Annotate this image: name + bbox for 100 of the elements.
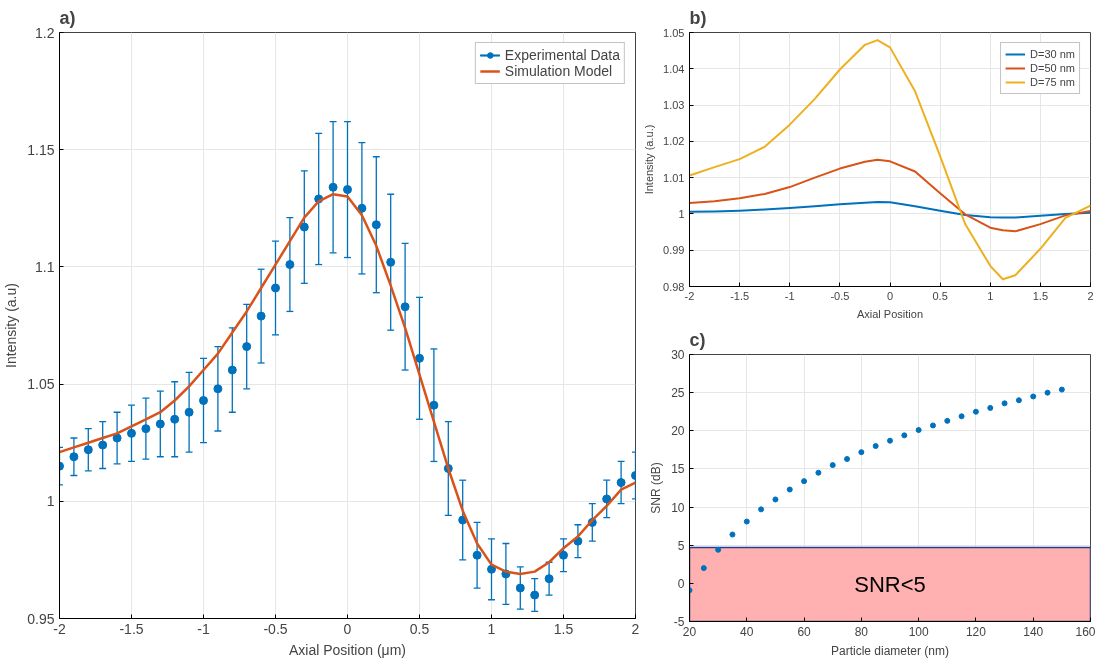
point: [227, 365, 237, 375]
x-tick-label: 60: [797, 624, 812, 639]
x-tick-label: 0: [886, 289, 894, 302]
point: [944, 417, 951, 424]
y-tick-label: -5: [673, 615, 685, 629]
y-tick-label: 0.95: [27, 610, 55, 627]
y-tick-label: 1.01: [663, 171, 685, 184]
point: [415, 353, 424, 363]
line-series: [689, 200, 1091, 219]
point: [429, 400, 439, 410]
y-axis-title: Intensity (a.u): [3, 283, 20, 368]
x-tick-label: 80: [854, 624, 869, 639]
point: [242, 342, 252, 352]
y-tick-label: 0: [677, 576, 685, 591]
x-tick-label: -0.5: [263, 620, 288, 637]
point: [987, 404, 994, 411]
x-tick-label: -1.5: [730, 289, 750, 302]
point: [184, 407, 194, 417]
y-tick-label: 25: [671, 386, 685, 401]
y-tick-label: 1.1: [35, 258, 55, 275]
point: [256, 311, 266, 321]
point: [715, 546, 722, 553]
x-axis-title: Axial Position: [856, 307, 924, 320]
point: [801, 478, 808, 485]
y-tick-label: 1.15: [27, 141, 55, 158]
x-axis-title: Particle diameter (nm): [830, 643, 950, 658]
point: [544, 574, 554, 584]
point: [69, 452, 79, 462]
point: [530, 590, 540, 600]
point: [487, 564, 496, 574]
y-tick-label: 20: [671, 424, 685, 439]
point: [515, 583, 525, 593]
point: [929, 422, 936, 429]
y-tick-label: 1: [46, 493, 55, 510]
y-tick-label: 0.99: [663, 244, 685, 257]
point: [1001, 400, 1008, 407]
point: [155, 419, 165, 429]
point: [1058, 386, 1065, 393]
point: [400, 302, 410, 312]
point: [213, 384, 223, 394]
x-tick-label: 1.5: [553, 620, 574, 637]
point: [901, 432, 908, 439]
point: [170, 414, 180, 424]
point: [472, 550, 482, 560]
legend-label: Experimental Data: [504, 47, 620, 63]
point: [872, 443, 879, 450]
x-tick-label: 100: [908, 624, 929, 639]
legend-label: D=30 nm: [1030, 47, 1075, 61]
point: [127, 428, 136, 438]
x-tick-label: -2: [684, 289, 695, 302]
point: [958, 413, 965, 420]
x-tick-label: 2: [631, 620, 640, 637]
x-tick-label: -0.5: [830, 289, 850, 302]
point: [271, 283, 280, 293]
x-tick-label: 40: [740, 624, 754, 639]
point: [887, 437, 893, 444]
point: [700, 565, 707, 572]
point: [559, 550, 568, 560]
y-tick-label: 1.2: [35, 24, 55, 41]
x-tick-label: -1.5: [119, 620, 144, 637]
point: [602, 494, 612, 504]
point: [829, 462, 836, 469]
x-tick-label: -2: [53, 620, 66, 637]
band-label: SNR<5: [854, 572, 926, 597]
y-tick-label: 1.05: [663, 26, 685, 39]
point: [328, 182, 338, 192]
point: [299, 222, 309, 232]
y-tick-label: 30: [671, 348, 685, 362]
point: [1030, 393, 1037, 400]
y-axis-title: Intensity (a.u.): [643, 124, 656, 195]
line-series: [689, 158, 1091, 233]
point: [199, 396, 208, 405]
point: [285, 260, 295, 270]
x-tick-label: -1: [197, 620, 210, 637]
point: [343, 185, 352, 195]
y-tick-label: 1.05: [27, 376, 55, 393]
line-series: [689, 39, 1091, 281]
point: [772, 496, 779, 503]
x-tick-label: 120: [965, 624, 987, 639]
legend-label: D=50 nm: [1030, 61, 1075, 75]
x-tick-label: 1: [487, 620, 496, 637]
y-tick-label: 1: [678, 207, 685, 220]
point: [1044, 389, 1051, 396]
x-tick-label: 0.5: [932, 289, 948, 302]
y-tick-label: 1.03: [663, 99, 685, 112]
point: [972, 408, 979, 415]
x-axis-title: Axial Position (μm): [289, 641, 406, 658]
y-tick-label: 5: [677, 538, 685, 553]
x-tick-label: 140: [1023, 624, 1044, 639]
x-tick-label: 2: [1087, 289, 1094, 302]
y-tick-label: 10: [671, 500, 685, 515]
y-axis-title: SNR (dB): [649, 462, 664, 514]
point: [371, 220, 381, 230]
point: [83, 445, 93, 455]
point: [858, 449, 865, 456]
legend-label: Simulation Model: [504, 63, 613, 79]
x-tick-label: 160: [1075, 624, 1096, 639]
y-tick-label: 1.02: [663, 135, 685, 148]
x-tick-label: 1: [987, 289, 994, 302]
point: [743, 518, 750, 525]
